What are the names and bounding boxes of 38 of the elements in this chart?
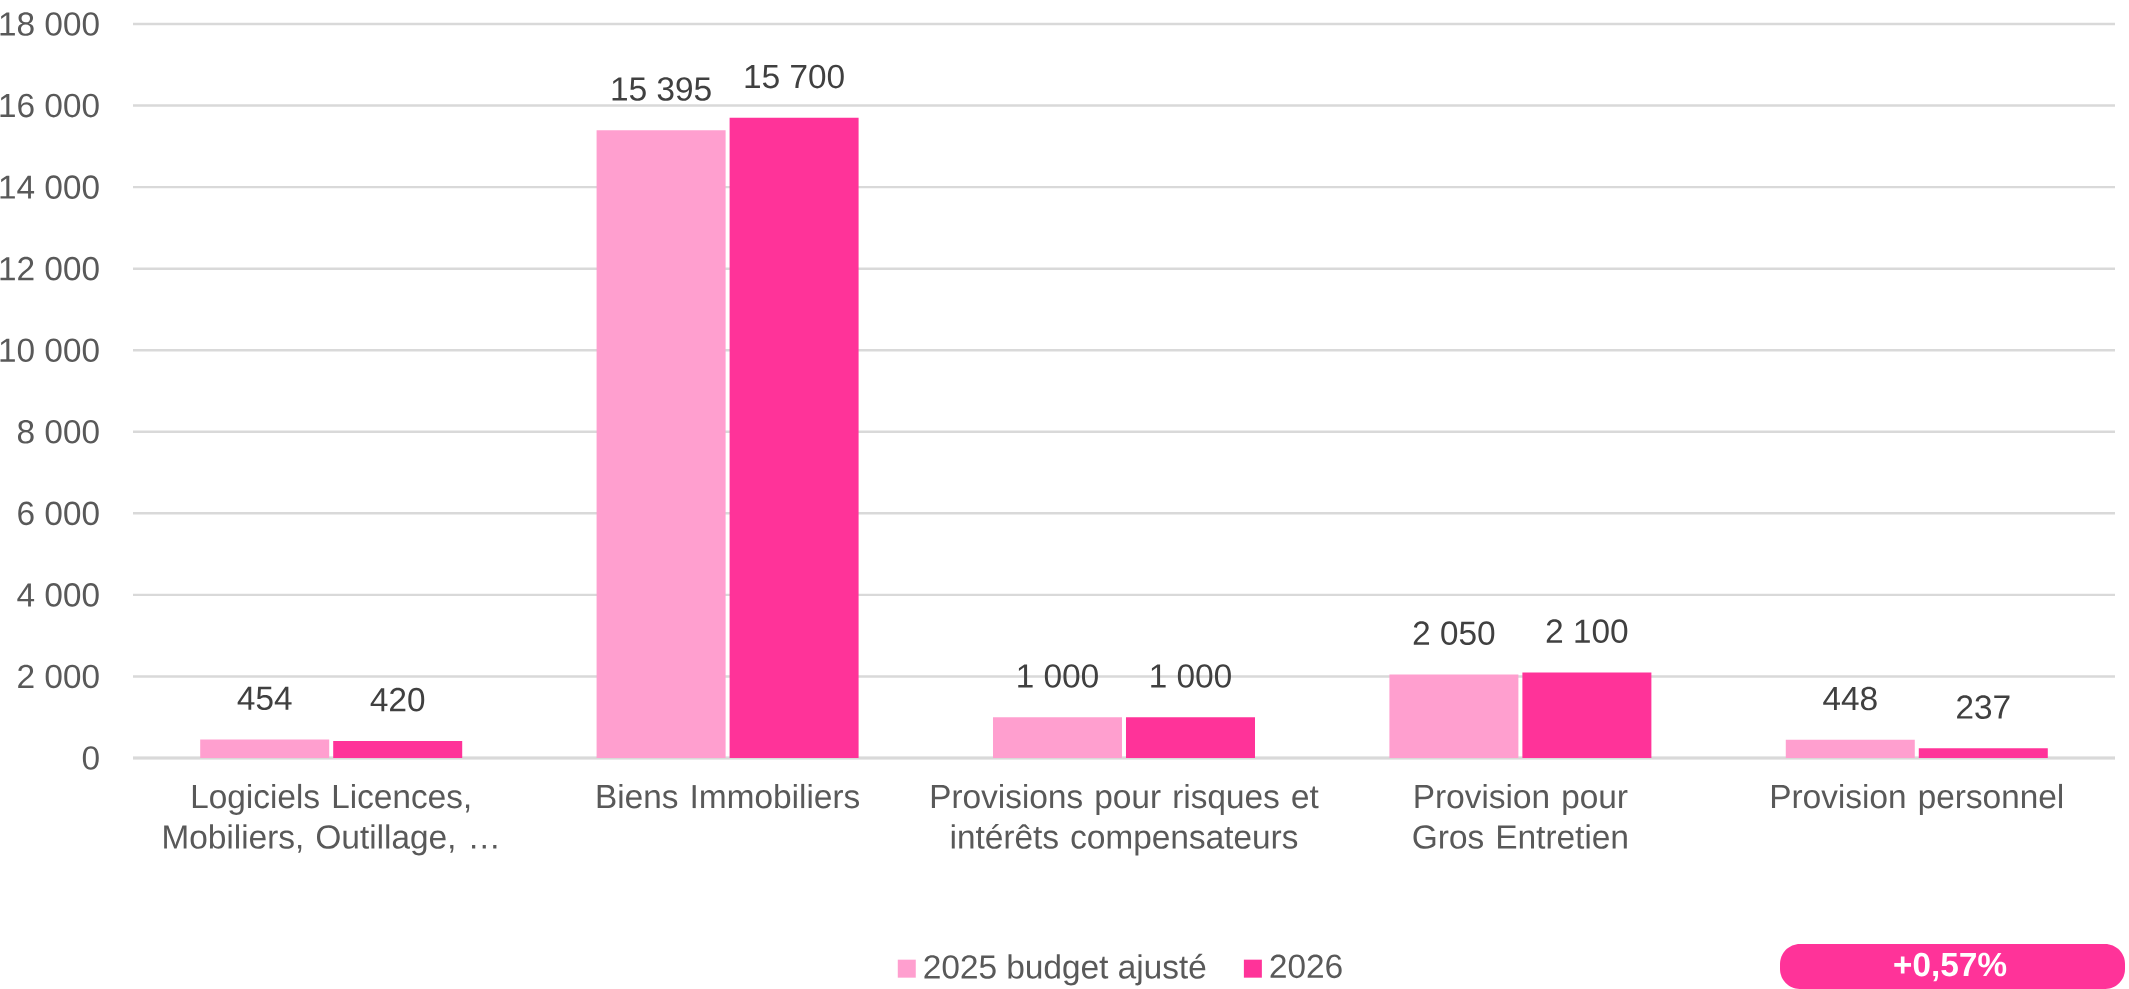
x-tick-label: Provision pour Gros Entretien	[1413, 783, 1628, 849]
y-tick-label: 18 000	[0, 12, 99, 36]
y-tick-label: 4 000	[17, 583, 99, 607]
y-tick-label: 14 000	[0, 175, 99, 199]
bar	[1918, 748, 2048, 759]
data-label: 237	[1957, 695, 2010, 719]
y-tick-label: 16 000	[0, 93, 99, 118]
y-tick-label: 2 000	[18, 664, 99, 689]
x-tick-label: Logiciels Licences, Mobiliers, Outillage, …	[164, 783, 497, 856]
y-tick-label: 8 000	[17, 419, 99, 444]
data-label: 454	[237, 686, 292, 711]
bar	[1785, 739, 1915, 759]
bar	[333, 740, 463, 759]
y-tick-label: 12 000	[0, 256, 99, 281]
x-tick-label: Provision personnel	[1771, 783, 2063, 816]
bar	[992, 717, 1122, 759]
y-tick-label: 0	[82, 746, 99, 770]
legend-label: 2025 budget ajusté	[924, 953, 1206, 986]
y-tick-label: 6 000	[18, 501, 99, 526]
y-tick-label: 10 000	[0, 338, 99, 363]
data-label: 2 100	[1546, 619, 1628, 643]
bar	[200, 739, 330, 759]
bar	[729, 117, 859, 759]
data-label: 15 700	[745, 64, 844, 89]
x-tick-label: Provisions pour risques et intérêts compensateurs	[931, 783, 1319, 856]
x-tick-label: Biens Immobiliers	[597, 783, 859, 809]
bar	[596, 130, 726, 759]
bar	[1389, 674, 1519, 759]
legend-label: 2026	[1270, 954, 1342, 979]
data-label: 448	[1823, 686, 1877, 711]
bar	[1125, 717, 1255, 759]
text: +0,57%	[1894, 952, 2007, 982]
data-label: 2 050	[1413, 621, 1495, 646]
bar	[1522, 672, 1652, 759]
data-label: 15 395	[612, 77, 711, 101]
data-label: 420	[370, 687, 425, 712]
data-label: 1 000	[1018, 664, 1098, 688]
data-label: 1 000	[1151, 664, 1231, 688]
